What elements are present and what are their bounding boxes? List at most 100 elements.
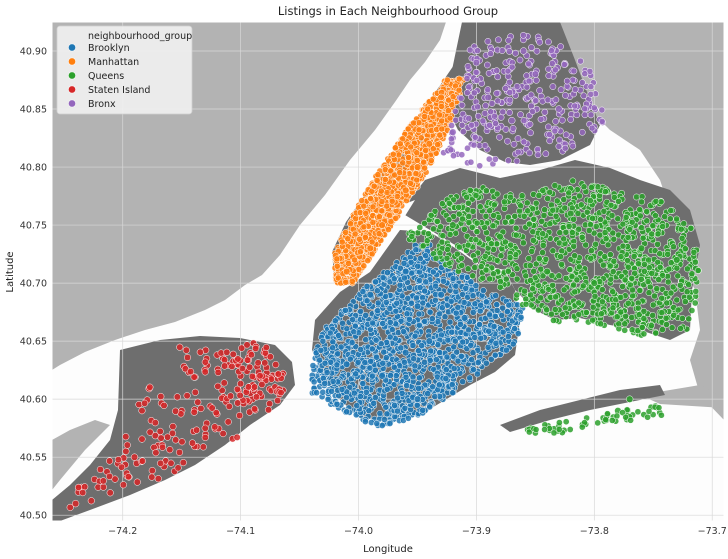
- data-point: [372, 394, 379, 401]
- data-point: [543, 306, 551, 314]
- data-point: [688, 270, 696, 278]
- data-point: [415, 310, 423, 318]
- data-point: [504, 333, 512, 340]
- data-point: [409, 342, 417, 349]
- y-tick-label: 40.65: [20, 337, 47, 348]
- y-tick-label: 40.70: [20, 279, 47, 290]
- x-axis-label: Longitude: [363, 544, 413, 555]
- data-point: [588, 124, 596, 132]
- data-point: [552, 212, 560, 220]
- data-point: [517, 313, 525, 321]
- data-point: [494, 73, 502, 81]
- data-point: [609, 304, 617, 312]
- data-point: [329, 378, 337, 385]
- data-point: [532, 199, 540, 207]
- data-point: [486, 311, 493, 319]
- data-point: [428, 315, 436, 323]
- data-point: [561, 144, 569, 152]
- x-tick-label: −74.2: [108, 526, 137, 537]
- data-point: [373, 177, 381, 184]
- data-point: [219, 430, 227, 438]
- data-point: [426, 308, 434, 316]
- data-point: [167, 459, 175, 467]
- data-point: [465, 326, 472, 334]
- data-point: [462, 284, 470, 292]
- data-point: [455, 86, 463, 94]
- data-point: [458, 151, 466, 159]
- data-point: [628, 218, 636, 226]
- data-point: [425, 337, 433, 345]
- data-point: [258, 380, 266, 389]
- data-point: [452, 107, 459, 115]
- data-point: [211, 423, 219, 431]
- data-point: [501, 198, 508, 206]
- data-point: [130, 453, 139, 461]
- data-point: [252, 344, 260, 352]
- data-point: [617, 294, 625, 301]
- data-point: [398, 292, 406, 300]
- data-point: [193, 426, 201, 434]
- data-point: [491, 313, 499, 320]
- data-point: [486, 121, 493, 129]
- data-point: [328, 387, 335, 395]
- data-point: [476, 307, 484, 315]
- data-point: [424, 390, 432, 397]
- data-point: [492, 120, 499, 127]
- data-point: [339, 319, 346, 327]
- data-point: [667, 289, 675, 297]
- data-point: [523, 83, 531, 91]
- data-point: [581, 105, 589, 113]
- data-point: [578, 79, 586, 86]
- data-point: [641, 268, 648, 275]
- data-point: [528, 248, 536, 255]
- data-point: [264, 406, 273, 414]
- data-point: [380, 348, 388, 356]
- data-point: [461, 225, 468, 233]
- data-point: [496, 233, 504, 241]
- long-beach-landmass: [640, 385, 724, 408]
- data-point: [469, 272, 477, 280]
- data-point: [490, 323, 498, 330]
- data-point: [592, 223, 600, 230]
- data-point: [505, 37, 513, 44]
- data-point: [321, 380, 329, 387]
- data-point: [201, 424, 209, 432]
- data-point: [352, 370, 359, 378]
- data-point: [557, 86, 565, 94]
- data-point: [685, 281, 692, 289]
- data-point: [393, 193, 401, 200]
- data-point: [531, 70, 540, 78]
- data-point: [601, 253, 608, 260]
- data-point: [692, 288, 700, 295]
- data-point: [329, 338, 337, 346]
- data-point: [456, 243, 463, 251]
- data-point: [221, 356, 229, 364]
- data-point: [436, 111, 443, 119]
- data-point: [636, 287, 644, 294]
- data-point: [383, 202, 391, 210]
- data-point: [201, 433, 209, 442]
- data-point: [449, 275, 457, 282]
- data-point: [399, 159, 407, 167]
- data-point: [451, 337, 459, 345]
- data-point: [569, 177, 577, 185]
- data-point: [262, 343, 270, 352]
- data-point: [390, 275, 398, 283]
- data-point: [570, 67, 578, 75]
- data-point: [589, 215, 596, 222]
- data-point: [463, 193, 471, 201]
- data-point: [458, 101, 466, 109]
- data-point: [549, 247, 557, 255]
- data-point: [597, 216, 604, 223]
- data-point: [614, 215, 622, 223]
- data-point: [362, 311, 370, 319]
- data-point: [667, 207, 675, 214]
- data-point: [491, 112, 498, 120]
- data-point: [244, 383, 253, 391]
- data-point: [525, 255, 533, 262]
- data-point: [587, 111, 595, 119]
- data-point: [673, 215, 680, 223]
- data-point: [449, 93, 457, 101]
- data-point: [520, 31, 527, 39]
- data-point: [465, 199, 472, 207]
